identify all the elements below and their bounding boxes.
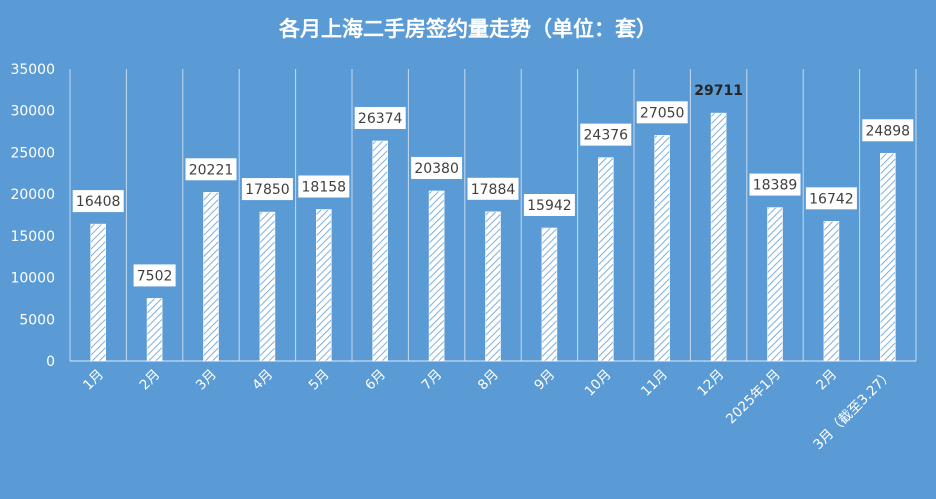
y-tick-label: 10000 — [10, 271, 55, 287]
bar — [203, 191, 219, 362]
data-label: 17884 — [471, 182, 516, 198]
y-tick-label: 20000 — [10, 187, 55, 203]
data-label-box — [805, 187, 857, 210]
bar — [90, 223, 106, 362]
bar — [146, 298, 163, 362]
data-label: 15942 — [527, 198, 572, 214]
x-tick-label: 6月 — [362, 367, 389, 394]
y-axis-ticks: 0 5000 10000 15000 20000 25000 30000 35000 — [10, 62, 55, 370]
data-label-box — [636, 101, 688, 124]
y-tick-label: 35000 — [10, 62, 55, 78]
bar — [541, 227, 558, 362]
x-tick-label: 2月 — [136, 367, 163, 394]
data-label: 16408 — [76, 194, 121, 210]
data-label-box — [133, 264, 176, 287]
data-label-box — [580, 123, 632, 146]
x-tick-label: 7月 — [418, 367, 445, 394]
data-label-box — [411, 156, 463, 179]
x-tick-label: 1月 — [80, 367, 107, 394]
x-tick-label: 3月 — [193, 367, 220, 394]
data-label: 18158 — [302, 180, 347, 196]
data-label-box — [467, 177, 519, 200]
bar — [485, 211, 501, 362]
bar — [710, 112, 727, 362]
data-label-box — [749, 173, 801, 196]
data-label: 24376 — [584, 128, 629, 144]
data-label: 20221 — [189, 162, 234, 178]
y-tick-label: 30000 — [10, 104, 55, 120]
y-tick-label: 0 — [46, 354, 55, 370]
x-tick-label: 10月 — [582, 367, 615, 400]
data-label: 7502 — [137, 268, 173, 284]
bar — [597, 157, 614, 362]
chart-title: 各月上海二手房签约量走势（单位：套） — [278, 17, 657, 41]
data-label: 24898 — [866, 123, 911, 139]
data-label-box — [72, 190, 124, 213]
bar — [372, 140, 389, 362]
x-tick-label: 12月 — [694, 367, 727, 400]
x-tick-label: 2025年1月 — [723, 367, 784, 428]
bar — [315, 209, 332, 362]
data-label: 26374 — [358, 111, 403, 127]
bar — [879, 152, 896, 362]
data-label-box — [354, 106, 406, 129]
bar — [428, 190, 445, 362]
x-tick-label: 4月 — [249, 367, 276, 394]
data-label-box — [862, 119, 914, 142]
data-label-box — [523, 193, 575, 216]
x-tick-label: 5月 — [306, 367, 333, 394]
y-tick-label: 25000 — [10, 145, 55, 161]
x-tick-label: 2月 — [813, 367, 840, 394]
data-label: 17850 — [245, 182, 290, 198]
data-label-box — [185, 158, 237, 181]
data-label: 29711 — [694, 83, 743, 99]
data-label: 16742 — [809, 191, 854, 207]
bars — [90, 112, 896, 362]
data-label-box — [298, 175, 350, 198]
bar — [767, 207, 783, 362]
data-label: 27050 — [640, 105, 685, 121]
x-tick-label: 8月 — [475, 367, 502, 394]
data-label: 20380 — [414, 161, 459, 177]
data-label: 18389 — [753, 178, 798, 194]
data-labels: 16408 7502 20221 17850 18158 26374 20380 17884 1… — [72, 83, 914, 287]
bar — [259, 211, 276, 362]
bar — [823, 221, 840, 362]
x-tick-label: 11月 — [638, 367, 671, 400]
y-tick-label: 5000 — [19, 312, 55, 328]
x-tick-label: 9月 — [531, 367, 558, 394]
y-tick-label: 15000 — [10, 229, 55, 245]
bar — [654, 135, 671, 362]
data-label-box — [241, 178, 293, 201]
